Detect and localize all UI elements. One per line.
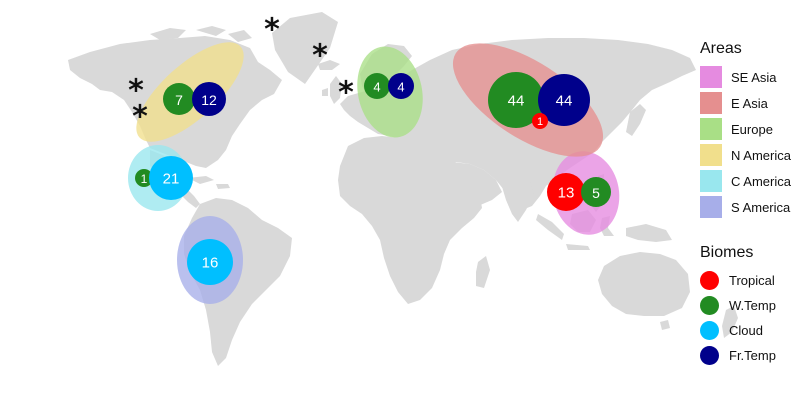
legend-item-c-america: C America <box>700 168 796 194</box>
tasmania-landmass <box>660 320 670 330</box>
india-peninsula-landmass <box>500 176 534 222</box>
legend-label: E Asia <box>731 95 768 111</box>
n-america-wtemp-count: 7 <box>175 92 183 108</box>
e-asia-frtemp-bubble <box>538 74 590 126</box>
star-marker: * <box>132 100 148 135</box>
star-marker: * <box>312 39 328 74</box>
new-zealand-landmass <box>722 306 738 338</box>
star-markers: ***** <box>128 13 354 135</box>
legend-label: Fr.Temp <box>729 348 776 363</box>
legend-item-se-asia: SE Asia <box>700 64 796 90</box>
legend-item-europe: Europe <box>700 116 796 142</box>
europe-wtemp-count: 4 <box>373 80 380 95</box>
s-america-cloud-count: 16 <box>202 255 219 272</box>
star-marker: * <box>128 74 144 109</box>
legend-dot <box>700 271 719 290</box>
se-asia-tropical-count: 13 <box>558 185 575 202</box>
legend-label: W.Temp <box>729 298 776 313</box>
australia-landmass <box>598 252 690 316</box>
legend-label: S America <box>731 199 791 215</box>
star-marker: * <box>264 13 280 48</box>
madagascar-landmass <box>476 256 490 288</box>
e-asia-tropical-count: 1 <box>537 116 543 128</box>
s-america-cloud-bubble <box>187 239 233 285</box>
legend-label: Europe <box>731 121 773 137</box>
e-asia-frtemp-count: 44 <box>556 93 573 110</box>
c-america-wtemp-bubble <box>135 169 153 187</box>
sumatra-java-landmass <box>536 214 590 250</box>
se-asia-wtemp-count: 5 <box>592 185 600 201</box>
legend-item-cloud: Cloud <box>700 318 796 343</box>
europe-frtemp-count: 4 <box>397 80 404 95</box>
legend-dot <box>700 296 719 315</box>
legend-item-frtemp: Fr.Temp <box>700 343 796 368</box>
europe-wtemp-bubble <box>364 73 390 99</box>
c-america-cloud-count: 21 <box>163 171 180 188</box>
greenland-landmass <box>272 12 338 84</box>
c-america-wtemp-count: 1 <box>141 172 148 186</box>
legend-swatch <box>700 196 722 218</box>
legend: Areas SE Asia E Asia Europe N America C Amer… <box>700 40 796 368</box>
legend-swatch <box>700 170 722 192</box>
areas-legend: SE Asia E Asia Europe N America C America S A… <box>700 64 796 220</box>
legend-item-wtemp: W.Temp <box>700 293 796 318</box>
legend-dot <box>700 321 719 340</box>
c-america-cloud-bubble <box>149 156 193 200</box>
arctic-islands-landmass <box>150 26 252 42</box>
biomes-legend: Tropical W.Temp Cloud Fr.Temp <box>700 268 796 368</box>
e-asia-wtemp-count: 44 <box>508 93 525 110</box>
legend-label: Cloud <box>729 323 763 338</box>
arabia-landmass <box>452 162 502 206</box>
europe-frtemp-bubble <box>388 73 414 99</box>
british-isles-landmass <box>322 76 342 104</box>
japan-landmass <box>626 104 646 136</box>
star-marker: * <box>338 76 354 111</box>
biomes-legend-title: Biomes <box>700 244 754 261</box>
e-asia-wtemp-bubble <box>488 72 544 128</box>
legend-label: N America <box>731 147 791 163</box>
legend-label: Tropical <box>729 273 775 288</box>
caribbean-landmass <box>188 176 230 189</box>
legend-swatch <box>700 66 722 88</box>
legend-item-n-america: N America <box>700 142 796 168</box>
legend-item-tropical: Tropical <box>700 268 796 293</box>
legend-swatch <box>700 92 722 114</box>
legend-item-e-asia: E Asia <box>700 90 796 116</box>
legend-swatch <box>700 118 722 140</box>
iceland-landmass <box>318 60 340 70</box>
biomes-legend-block: Biomes Tropical W.Temp Cloud Fr.Temp <box>700 244 796 368</box>
e-asia-tropical-bubble <box>532 113 548 129</box>
legend-dot <box>700 346 719 365</box>
se-asia-tropical-bubble <box>547 173 585 211</box>
legend-label: SE Asia <box>731 69 777 85</box>
n-america-frtemp-bubble <box>192 82 226 116</box>
legend-swatch <box>700 144 722 166</box>
legend-item-s-america: S America <box>700 194 796 220</box>
areas-legend-title: Areas <box>700 40 742 57</box>
n-america-wtemp-bubble <box>163 83 195 115</box>
se-asia-wtemp-bubble <box>581 177 611 207</box>
n-america-frtemp-count: 12 <box>201 92 217 108</box>
africa-landmass <box>338 136 482 304</box>
legend-label: C America <box>731 173 791 189</box>
new-guinea-landmass <box>626 224 672 242</box>
